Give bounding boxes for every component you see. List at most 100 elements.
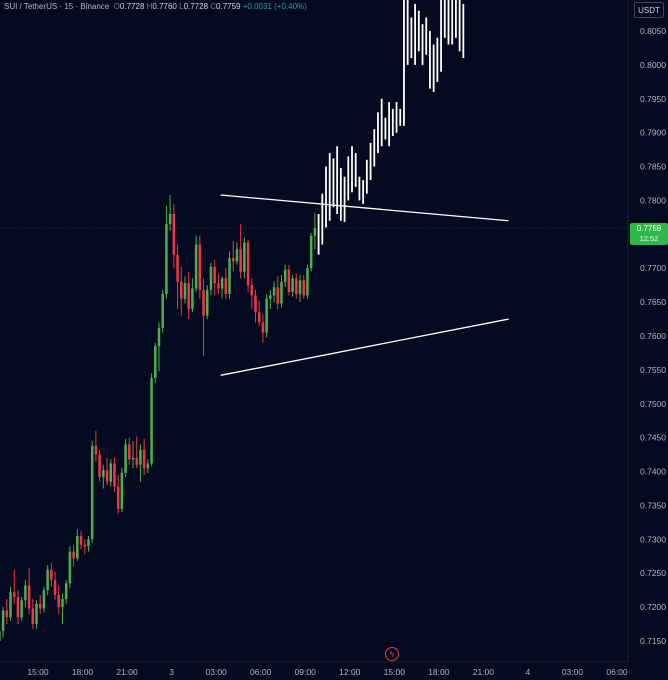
symbol-legend: SUI / TetherUS · 15 · Binance O0.7728 H0… xyxy=(4,2,307,11)
trendline-upper xyxy=(220,194,509,222)
candle-body xyxy=(109,463,113,482)
y-tick-label: 0.7700 xyxy=(640,263,666,273)
candle-body xyxy=(157,327,161,347)
candle-body xyxy=(128,444,131,460)
y-tick-label: 0.7250 xyxy=(640,568,666,578)
y-tick-label: 0.7900 xyxy=(640,128,666,138)
y-tick-label: 0.7800 xyxy=(640,195,666,205)
low-value: 0.7728 xyxy=(183,2,209,11)
candle-body xyxy=(287,269,291,292)
change-value: +0.0031 (+0.40%) xyxy=(242,2,307,11)
x-tick-label: 15:00 xyxy=(384,667,406,677)
trendline-lower xyxy=(220,318,509,376)
candle-body xyxy=(161,293,164,328)
candle-body xyxy=(83,544,87,547)
candle-body xyxy=(131,458,135,460)
y-tick-label: 0.7300 xyxy=(640,534,666,544)
candle-body xyxy=(217,283,220,289)
candle-body xyxy=(146,463,150,469)
candle-body xyxy=(120,472,124,509)
open-value: 0.7728 xyxy=(119,2,145,11)
x-tick-label: 03:00 xyxy=(206,667,228,677)
candle-body xyxy=(5,610,9,618)
candle-body xyxy=(0,630,1,641)
candle-body xyxy=(280,281,283,304)
candle-body xyxy=(31,608,35,625)
candle-body xyxy=(1,610,5,631)
last-price-value: 0.7759 xyxy=(636,224,662,233)
candle-body xyxy=(246,242,250,286)
close-value: 0.7759 xyxy=(216,2,241,11)
y-tick-label: 0.7650 xyxy=(640,297,666,307)
candle-body xyxy=(213,266,216,284)
candle-body xyxy=(231,258,235,262)
candle-body xyxy=(20,600,23,618)
x-tick-label: 18:00 xyxy=(72,667,94,677)
candle-body xyxy=(265,298,268,333)
candle-body xyxy=(135,458,138,465)
candle-body xyxy=(50,569,53,580)
y-tick-label: 0.7600 xyxy=(640,331,666,341)
x-tick-label: 09:00 xyxy=(295,667,317,677)
candle-body xyxy=(313,228,317,236)
candle-body xyxy=(142,449,146,469)
candle-body xyxy=(209,266,213,290)
candle-body xyxy=(35,603,38,625)
lightning-icon[interactable]: ϟ xyxy=(385,647,399,661)
candle-body xyxy=(165,224,168,294)
high-label: H xyxy=(146,2,153,11)
candle-body xyxy=(309,235,313,269)
x-tick-label: 21:00 xyxy=(473,667,495,677)
x-tick-label: 03:00 xyxy=(562,667,584,677)
candle-body xyxy=(250,285,254,296)
candle-body xyxy=(87,539,90,547)
candle-body xyxy=(150,378,153,464)
candle-body xyxy=(306,268,309,296)
candle-body xyxy=(102,470,105,477)
candle-body xyxy=(64,583,68,599)
symbol-name[interactable]: SUI / TetherUS · 15 · Binance xyxy=(4,2,110,11)
y-tick-label: 0.7200 xyxy=(640,602,666,612)
candle-body xyxy=(180,281,183,299)
y-tick-label: 0.7850 xyxy=(640,162,666,172)
candle-body xyxy=(291,278,294,292)
x-tick-label: 15:00 xyxy=(27,667,49,677)
candle-body xyxy=(53,580,57,595)
open-label: O xyxy=(113,2,120,11)
close-label: C xyxy=(210,2,217,11)
candle-body xyxy=(228,258,231,294)
candle-body xyxy=(76,535,79,559)
candle-body xyxy=(202,289,205,316)
candle-body xyxy=(302,280,306,296)
candle-body xyxy=(176,254,179,282)
candle-body xyxy=(220,278,224,289)
currency-button[interactable]: USDT xyxy=(634,2,664,18)
candle-body xyxy=(172,214,176,255)
candle-body xyxy=(224,278,228,294)
candle-body xyxy=(124,444,127,473)
y-tick-label: 0.7150 xyxy=(640,636,666,646)
candle-body xyxy=(116,486,120,509)
candle-body xyxy=(257,312,261,323)
candle-body xyxy=(79,535,83,545)
candle-body xyxy=(90,445,94,540)
candle-body xyxy=(254,295,257,313)
candle-body xyxy=(168,214,172,225)
candle-body xyxy=(235,249,239,262)
y-tick-label: 0.7450 xyxy=(640,433,666,443)
candle-body xyxy=(94,445,98,455)
x-tick-label: 18:00 xyxy=(428,667,450,677)
candle-body xyxy=(16,596,20,618)
y-tick-label: 0.7350 xyxy=(640,500,666,510)
candle-body xyxy=(24,585,27,601)
candle-body xyxy=(191,288,194,309)
candle-body xyxy=(194,244,198,289)
candle-body xyxy=(38,603,42,609)
x-tick-label: 21:00 xyxy=(116,667,138,677)
candle-body xyxy=(113,463,116,487)
x-tick-label: 06:00 xyxy=(606,667,628,677)
candle-body xyxy=(198,244,202,290)
candle-body xyxy=(46,569,49,591)
